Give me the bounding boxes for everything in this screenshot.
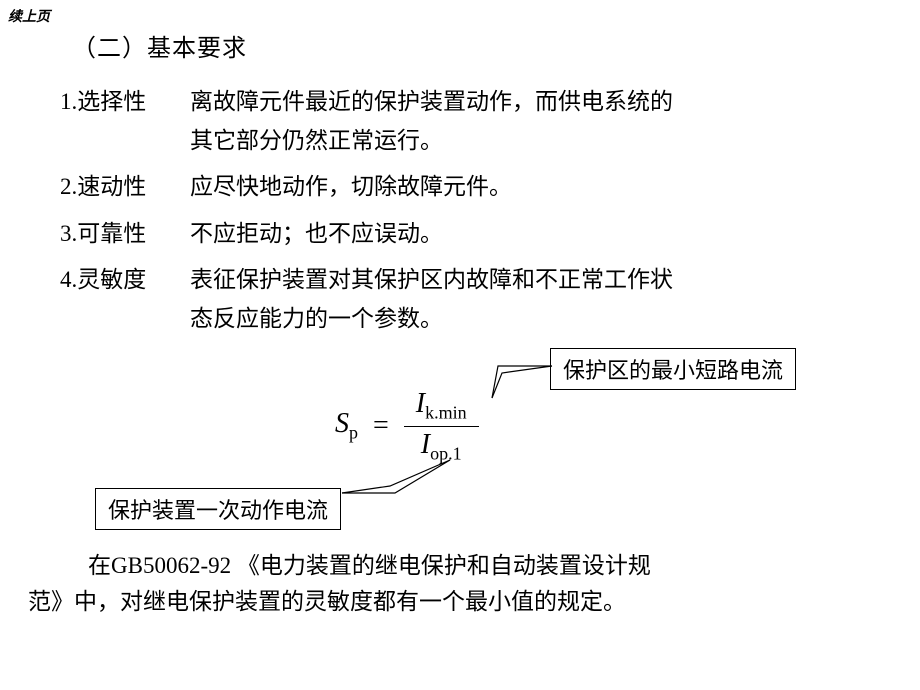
formula-num-sub: k.min <box>425 403 467 423</box>
item-3-label: 3.可靠性 <box>60 217 190 252</box>
formula-lhs: Sp <box>335 408 358 444</box>
item-1-label: 1.选择性 <box>60 85 190 120</box>
formula-lhs-sub: p <box>349 423 358 443</box>
item-3-text: 不应拒动；也不应误动。 <box>190 217 890 252</box>
formula-fraction: Ik.min Iop.1 <box>404 388 479 464</box>
formula-num-main: I <box>416 388 425 419</box>
formula-numerator: Ik.min <box>404 388 479 427</box>
item-2-label: 2.速动性 <box>60 170 190 205</box>
formula-den-main: I <box>421 429 430 460</box>
section-title: （二）基本要求 <box>72 28 890 63</box>
item-4-text-line2: 态反应能力的一个参数。 <box>190 302 890 337</box>
continued-note: 续上页 <box>8 6 50 26</box>
item-1: 1.选择性 离故障元件最近的保护装置动作，而供电系统的 <box>60 85 890 120</box>
item-4-text: 表征保护装置对其保护区内故障和不正常工作状 <box>190 263 890 298</box>
leader-bottom <box>340 458 460 503</box>
footer-line2: 范》中，对继电保护装置的灵敏度都有一个最小值的规定。 <box>28 584 890 620</box>
sensitivity-formula: Sp = Ik.min Iop.1 <box>335 388 479 464</box>
item-1-text-line2: 其它部分仍然正常运行。 <box>190 124 890 159</box>
callout-op-current: 保护装置一次动作电流 <box>95 488 341 530</box>
item-2-text: 应尽快地动作，切除故障元件。 <box>190 170 890 205</box>
callout-min-short-current: 保护区的最小短路电流 <box>550 348 796 390</box>
main-content: （二）基本要求 1.选择性 离故障元件最近的保护装置动作，而供电系统的 其它部分… <box>60 28 890 619</box>
item-4-label: 4.灵敏度 <box>60 263 190 298</box>
formula-lhs-main: S <box>335 408 349 439</box>
item-4: 4.灵敏度 表征保护装置对其保护区内故障和不正常工作状 <box>60 263 890 298</box>
item-3: 3.可靠性 不应拒动；也不应误动。 <box>60 217 890 252</box>
footer-line1: 在GB50062-92 《电力装置的继电保护和自动装置设计规 <box>60 548 890 584</box>
formula-area: 保护区的最小短路电流 Sp = Ik.min Iop.1 保护装置一次动 <box>60 348 890 538</box>
item-1-text: 离故障元件最近的保护装置动作，而供电系统的 <box>190 85 890 120</box>
item-2: 2.速动性 应尽快地动作，切除故障元件。 <box>60 170 890 205</box>
leader-top <box>490 360 560 410</box>
formula-equals: = <box>373 410 389 442</box>
footer-paragraph: 在GB50062-92 《电力装置的继电保护和自动装置设计规 范》中，对继电保护… <box>60 548 890 619</box>
